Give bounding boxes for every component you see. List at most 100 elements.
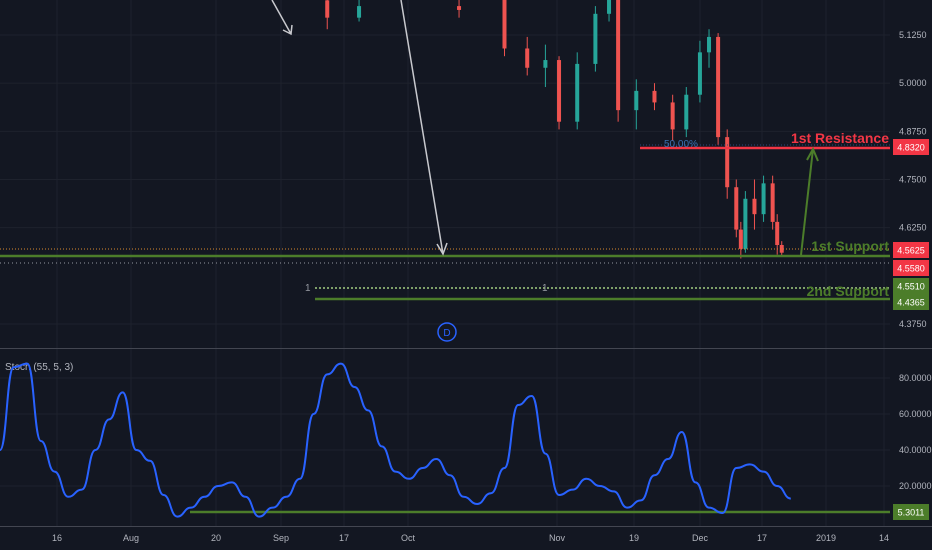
candle[interactable] [670, 94, 675, 141]
candle[interactable] [502, 0, 507, 57]
price-axis-label-text: 4.5625 [897, 246, 925, 256]
candle-body [770, 183, 775, 222]
stoch-last-label: 5.3011 [893, 504, 929, 520]
price-tick-label: 4.7500 [899, 175, 927, 185]
stoch-line[interactable] [0, 362, 792, 518]
candle-body [752, 198, 757, 215]
price-tick-label: 4.3750 [899, 319, 927, 329]
price-labels: 4.8320 4.5625 4.5580 4.5510 4.4365 [893, 139, 929, 310]
grid [0, 0, 890, 526]
marker-a: 1 [305, 283, 311, 294]
candle[interactable] [697, 40, 702, 103]
arrow-gray-long[interactable] [400, 0, 444, 255]
candle[interactable] [738, 221, 743, 259]
candles-layer [325, 0, 784, 259]
candle-body [697, 52, 702, 95]
y-axis[interactable]: 5.1250 5.0000 4.8750 4.7500 4.6250 4.3750 80.0… [899, 30, 932, 491]
candle[interactable] [779, 241, 784, 257]
candle-body [325, 0, 330, 18]
price-axis-label-text: 4.5580 [897, 264, 925, 274]
candle[interactable] [752, 179, 757, 230]
fib-label: 50.00% [664, 139, 698, 150]
candle[interactable] [525, 36, 530, 76]
x-tick-label: Sep [273, 533, 289, 543]
candle-body [775, 221, 780, 246]
arrow-gray-short[interactable] [271, 0, 292, 35]
price-tick-label: 4.8750 [899, 126, 927, 136]
candle[interactable] [707, 29, 712, 68]
candle-body [684, 94, 689, 130]
candle-body [575, 63, 580, 122]
candle[interactable] [652, 83, 657, 111]
x-tick-label: 14 [879, 533, 889, 543]
candle[interactable] [743, 191, 748, 253]
candle[interactable] [734, 179, 739, 238]
candle[interactable] [775, 214, 780, 255]
arrow-gray-long-head [436, 242, 448, 256]
candle[interactable] [557, 56, 562, 130]
candle-body [525, 48, 530, 68]
support2-label: 2nd Support [807, 283, 890, 299]
candle-body [543, 60, 548, 68]
candle-body [634, 90, 639, 111]
x-axis[interactable]: 16 Aug 20 Sep 17 Oct Nov 19 Dec 17 2019 14 [0, 526, 932, 544]
candle-body [652, 90, 657, 103]
stoch-last-value: 5.3011 [898, 508, 925, 518]
candle-body [761, 183, 766, 215]
candle[interactable] [457, 0, 462, 18]
arrow-gray-short-head [282, 24, 293, 36]
x-tick-label: Dec [692, 533, 709, 543]
x-tick-label: 20 [211, 533, 221, 543]
arrow-green-up[interactable] [800, 148, 814, 256]
candle-body [607, 0, 612, 14]
x-tick-label: Oct [401, 533, 416, 543]
candle[interactable] [770, 175, 775, 230]
candle-body [738, 229, 743, 249]
candle-body [593, 13, 598, 64]
candle-body [557, 60, 562, 122]
stoch-tick-label: 40.0000 [899, 445, 932, 455]
candle-body [457, 6, 462, 10]
dividend-badge-label: D [443, 328, 450, 339]
candle[interactable] [684, 87, 689, 138]
price-tick-label: 5.0000 [899, 78, 927, 88]
candle-body [779, 245, 784, 253]
candle[interactable] [716, 33, 721, 145]
stoch-title: Stoch (55, 5, 3) [5, 362, 73, 373]
arrow-green-up-head [806, 146, 819, 162]
x-tick-label: 19 [629, 533, 639, 543]
candle[interactable] [607, 0, 612, 22]
candle-body [716, 36, 721, 138]
x-tick-label: Aug [123, 533, 139, 543]
support1-label: 1st Support [811, 238, 889, 254]
stoch-tick-label: 20.0000 [899, 481, 932, 491]
candle[interactable] [634, 79, 639, 130]
x-tick-label: 17 [757, 533, 767, 543]
stoch-tick-label: 80.0000 [899, 373, 932, 383]
stoch-tick-label: 60.0000 [899, 409, 932, 419]
price-axis-label: 4.5625 [893, 242, 929, 258]
candle[interactable] [616, 0, 621, 122]
candle[interactable] [725, 129, 730, 199]
price-axis-label-text: 4.8320 [897, 143, 925, 153]
marker-b: 1 [542, 283, 548, 294]
price-axis-label-text: 4.5510 [897, 282, 925, 292]
candle[interactable] [543, 44, 548, 88]
candle[interactable] [761, 175, 766, 222]
candle[interactable] [357, 0, 362, 22]
resistance-label: 1st Resistance [791, 130, 889, 146]
candle[interactable] [575, 52, 580, 130]
price-tick-label: 5.1250 [899, 30, 927, 40]
price-axis-label-text: 4.4365 [897, 298, 925, 308]
x-tick-label: 17 [339, 533, 349, 543]
candle[interactable] [325, 0, 330, 30]
price-axis-label: 4.8320 [893, 139, 929, 155]
candle-body [725, 137, 730, 188]
price-tick-label: 4.6250 [899, 223, 927, 233]
dividend-badge[interactable]: D [437, 322, 457, 342]
price-axis-label: 4.4365 [893, 294, 929, 310]
price-axis-label: 4.5580 [893, 260, 929, 276]
arrow-drawings [271, 0, 819, 256]
candle[interactable] [593, 6, 598, 72]
